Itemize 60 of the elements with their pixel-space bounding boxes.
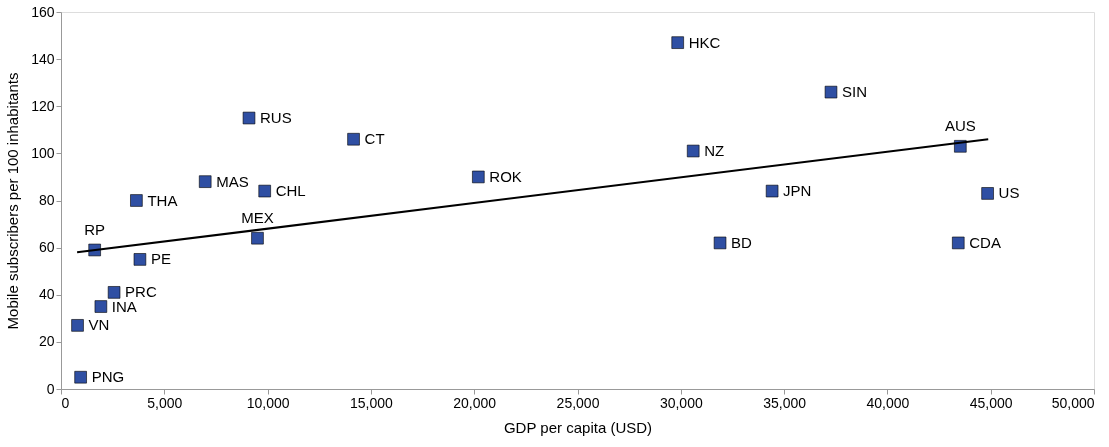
x-tick-label: 50,000 bbox=[1051, 394, 1095, 411]
x-tick-label: 30,000 bbox=[659, 394, 703, 411]
y-tick-label: 80 bbox=[38, 192, 55, 208]
point bbox=[347, 133, 360, 146]
x-tick-label: 35,000 bbox=[763, 394, 807, 411]
annotation: CDA bbox=[969, 233, 1001, 251]
annotation: RP bbox=[84, 220, 106, 238]
y-tick-label: 140 bbox=[31, 50, 55, 67]
annotation: US bbox=[998, 184, 1020, 202]
annotation: MAS bbox=[216, 172, 249, 190]
point bbox=[671, 36, 684, 49]
point bbox=[824, 85, 838, 99]
x-tick-label: 20,000 bbox=[453, 394, 497, 411]
point bbox=[713, 236, 727, 250]
annotation: PE bbox=[150, 250, 171, 268]
point bbox=[74, 371, 87, 384]
point bbox=[130, 194, 143, 207]
x-axis-title: GDP per capita (USD) bbox=[503, 418, 653, 436]
point bbox=[242, 111, 256, 125]
point bbox=[251, 231, 264, 245]
point bbox=[107, 286, 121, 299]
point bbox=[981, 187, 994, 200]
y-tick-label: 0 bbox=[46, 380, 55, 397]
point bbox=[472, 170, 485, 184]
annotation: CT bbox=[364, 130, 385, 148]
annotation: JPN bbox=[783, 182, 812, 200]
annotation: MEX bbox=[241, 209, 274, 227]
y-tick-label: 20 bbox=[38, 333, 55, 350]
x-tick-label: 0 bbox=[61, 394, 70, 411]
x-tick-label: 40,000 bbox=[866, 394, 910, 411]
annotation: CHL bbox=[275, 182, 306, 200]
x-tick-label: 25,000 bbox=[556, 394, 600, 411]
annotation: BD bbox=[731, 233, 753, 251]
point bbox=[952, 236, 965, 250]
x-tick-label: 15,000 bbox=[349, 394, 394, 411]
y-tick-label: 100 bbox=[31, 144, 55, 161]
point bbox=[198, 175, 212, 188]
y-tick-label: 40 bbox=[38, 286, 55, 303]
y-tick-label: 160 bbox=[31, 3, 55, 20]
annotation: NZ bbox=[704, 142, 725, 160]
point bbox=[133, 253, 147, 266]
point bbox=[686, 144, 700, 158]
annotation: PNG bbox=[91, 368, 125, 386]
y-axis-title: Mobile subscribers per 100 inhabitants bbox=[4, 72, 22, 330]
annotation: ROK bbox=[489, 167, 522, 185]
point bbox=[765, 184, 779, 198]
x-tick-label: 45,000 bbox=[969, 394, 1013, 411]
annotation: VN bbox=[88, 316, 110, 334]
y-tick-label: 120 bbox=[31, 97, 55, 114]
y-tick-label: 60 bbox=[38, 239, 55, 256]
annotation: SIN bbox=[842, 83, 868, 101]
x-tick-label: 10,000 bbox=[246, 394, 290, 411]
annotation: AUS bbox=[944, 117, 976, 135]
annotation: HKC bbox=[688, 33, 721, 51]
x-tick-label: 5,000 bbox=[147, 394, 183, 411]
point bbox=[71, 319, 84, 332]
point bbox=[94, 300, 108, 313]
point bbox=[258, 184, 271, 198]
annotation: RUS bbox=[260, 109, 292, 127]
annotation: THA bbox=[147, 191, 178, 209]
